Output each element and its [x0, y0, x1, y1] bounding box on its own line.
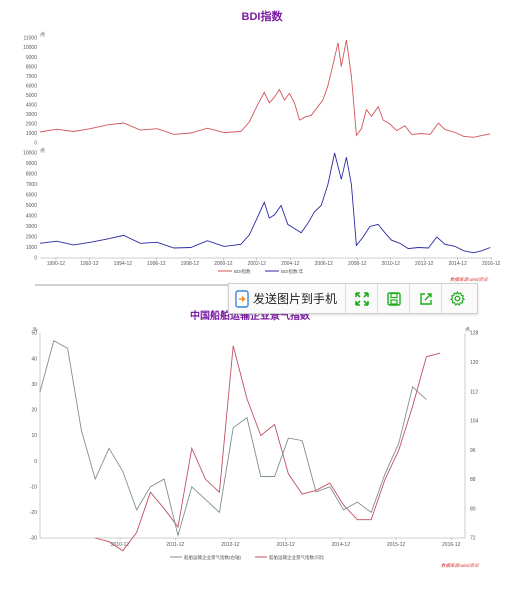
- image-toolbar: 发送图片到手机: [228, 283, 478, 314]
- shipping-left-ytick-2: -10: [30, 484, 37, 490]
- bdi-xtick-7: 2004-12: [281, 261, 300, 267]
- bdi-top-ytick-8: 8000: [26, 64, 37, 70]
- bdi-top-ytick-1: 1000: [26, 131, 37, 137]
- bdi-bottom-ytick-2: 2000: [26, 235, 37, 241]
- bdi-top-ytick-7: 7000: [26, 74, 37, 80]
- save-icon: [386, 291, 401, 306]
- shipping-left-ytick-4: 10: [31, 433, 37, 439]
- series-line-shipping-index: [95, 345, 441, 552]
- bdi-bottom-ytick-0: 0: [34, 256, 37, 262]
- legend-label-bdi: BDI指数: [234, 268, 251, 275]
- shipping-xtick-4: 2014-12: [332, 542, 351, 548]
- series-line-bdi-year: [39, 152, 491, 254]
- shipping-left-ytick-0: -30: [30, 536, 37, 542]
- send-to-phone-button[interactable]: 发送图片到手机: [229, 284, 347, 313]
- bdi-xtick-8: 2006-12: [315, 261, 334, 267]
- bdi-xtick-11: 2012-12: [415, 261, 434, 267]
- send-to-phone-label: 发送图片到手机: [253, 292, 338, 306]
- settings-icon: [450, 291, 466, 306]
- bdi-bottom-ytick-4: 4000: [26, 214, 37, 220]
- shipping-xtick-0: 2010-12: [111, 542, 130, 548]
- bdi-bottom-ytick-5: 5000: [26, 203, 37, 209]
- bdi-xtick-10: 2010-12: [382, 261, 401, 267]
- legend-label-bdi-year: BDI指数:年: [281, 268, 304, 275]
- series-line-bdi: [39, 39, 491, 138]
- shipping-right-ytick-5: 112: [470, 389, 478, 395]
- shipping-right-ytick-6: 120: [470, 360, 479, 366]
- bdi-bottom-ytick-3: 3000: [26, 224, 37, 230]
- source-note-bottom: 数据来源:wind资讯: [441, 563, 479, 568]
- shipping-left-ytick-6: 30: [31, 382, 37, 388]
- bdi-xtick-1: 1992-12: [80, 261, 99, 267]
- bdi-xtick-9: 2008-12: [348, 261, 367, 267]
- bdi-top-ytick-3: 3000: [26, 112, 37, 118]
- shipping-xtick-5: 2015-12: [387, 542, 406, 548]
- phone-send-icon: [235, 289, 249, 308]
- bdi-xtick-5: 2000-12: [214, 261, 233, 267]
- bdi-xtick-6: 2002-12: [248, 261, 267, 267]
- save-button[interactable]: [378, 284, 411, 313]
- shipping-xtick-2: 2012-12: [221, 542, 240, 548]
- shipping-left-ytick-8: 50: [31, 331, 37, 337]
- shipping-xtick-1: 2011-12: [166, 542, 184, 548]
- settings-button[interactable]: [442, 284, 473, 313]
- bdi-top-ytick-5: 5000: [26, 93, 37, 99]
- bdi-bottom-ytick-8: 8000: [26, 172, 37, 178]
- y-unit-bdi-top: 点: [40, 32, 45, 38]
- shipping-left-ytick-7: 40: [31, 356, 37, 362]
- bdi-top-ytick-0: 0: [34, 141, 37, 147]
- bdi-bottom-ytick-6: 6000: [26, 193, 37, 199]
- shipping-right-ytick-0: 72: [470, 536, 476, 542]
- bdi-top-ytick-10: 10000: [23, 45, 37, 51]
- shipping-left-ytick-1: -20: [30, 510, 37, 516]
- source-note-top: 数据来源:wind资讯: [450, 277, 488, 282]
- bdi-top-ytick-9: 9000: [26, 55, 37, 61]
- shipping-right-ytick-7: 128: [470, 331, 479, 337]
- y-unit-left-shipping: %: [33, 327, 38, 333]
- shipping-right-ytick-4: 104: [470, 419, 479, 425]
- legend-label-shipping-yoy: 船舶运输企业景气指数:同比: [269, 554, 325, 561]
- bdi-top-ytick-6: 6000: [26, 83, 37, 89]
- expand-button[interactable]: [346, 284, 379, 313]
- shipping-right-ytick-1: 80: [470, 506, 476, 512]
- bdi-xtick-13: 2016-12: [482, 261, 501, 267]
- bdi-bottom-ytick-7: 7000: [26, 182, 37, 188]
- bdi-xtick-3: 1996-12: [147, 261, 166, 267]
- bdi-xtick-4: 1998-12: [181, 261, 200, 267]
- shipping-right-ytick-2: 88: [470, 477, 476, 483]
- share-button[interactable]: [410, 284, 443, 313]
- bdi-xtick-12: 2014-12: [449, 261, 468, 267]
- shipping-right-ytick-3: 96: [470, 448, 476, 454]
- chart-title-bdi: BDI指数: [242, 9, 284, 23]
- share-icon: [419, 292, 432, 305]
- y-unit-bdi-bottom: 点: [40, 148, 45, 154]
- bdi-bottom-ytick-1: 1000: [26, 245, 37, 251]
- bdi-bottom-ytick-9: 9000: [26, 161, 37, 167]
- shipping-xtick-3: 2013-12: [276, 542, 295, 548]
- legend-label-shipping-index: 船舶运输企业景气指数(右轴): [184, 554, 241, 561]
- bdi-top-ytick-11: 11000: [23, 36, 37, 42]
- bdi-xtick-0: 1990-12: [47, 261, 66, 267]
- series-line-shipping-yoy: [39, 340, 427, 538]
- y-unit-right-shipping: 点: [465, 327, 470, 333]
- shipping-xtick-6: 2016-12: [442, 542, 461, 548]
- bdi-top-ytick-2: 2000: [26, 122, 37, 128]
- expand-icon: [354, 291, 369, 306]
- bdi-top-ytick-4: 4000: [26, 103, 37, 109]
- shipping-left-ytick-3: 0: [34, 459, 37, 465]
- bdi-xtick-2: 1994-12: [114, 261, 133, 267]
- bdi-bottom-ytick-10: 10000: [23, 151, 37, 157]
- shipping-left-ytick-5: 20: [31, 408, 37, 414]
